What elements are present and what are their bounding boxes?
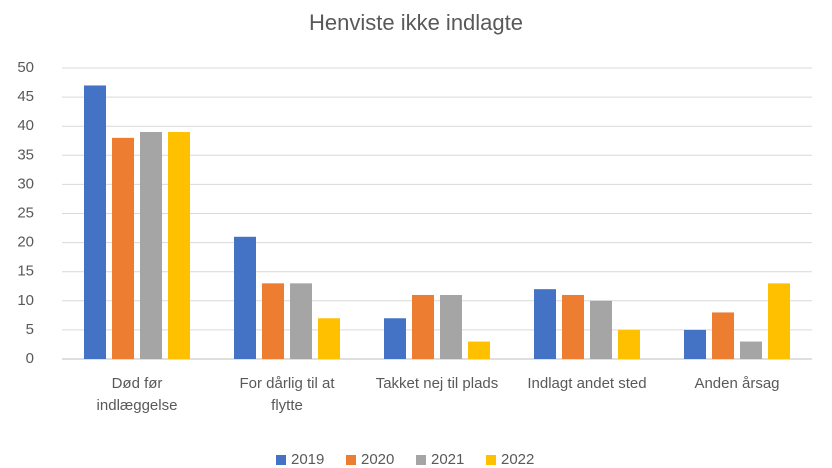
bar [712,312,734,359]
x-tick-label: For dårlig til at flytte [239,375,335,414]
bar [140,132,162,359]
y-tick-label: 30 [17,175,34,192]
legend-swatch [276,455,286,465]
y-tick-label: 5 [26,321,34,338]
y-tick-label: 0 [26,350,34,367]
legend-label: 2021 [431,451,464,468]
y-tick-label: 40 [17,117,34,134]
bar [262,283,284,359]
bar [318,318,340,359]
bar [384,318,406,359]
x-tick-label: Død før indlæggelse [96,375,178,414]
bar [684,329,706,359]
bar [618,329,640,359]
bar [468,341,490,359]
legend-label: 2019 [291,451,324,468]
y-tick-label: 20 [17,234,34,251]
x-tick-label: Indlagt andet sted [527,375,647,392]
bar [112,137,134,359]
bar [740,341,762,359]
bar [534,289,556,359]
y-tick-label: 50 [17,59,34,76]
bar [440,294,462,359]
chart-title: Henviste ikke indlagte [309,10,523,35]
bar [290,283,312,359]
legend-swatch [346,455,356,465]
bar [562,294,584,359]
bar [768,283,790,359]
x-tick-label: Takket nej til plads [375,375,499,392]
bar [234,236,256,359]
y-tick-label: 35 [17,146,34,163]
x-tick-label: Anden årsag [694,375,780,392]
legend-label: 2022 [501,451,534,468]
legend-swatch [416,455,426,465]
y-tick-label: 45 [17,88,34,105]
bar [412,294,434,359]
y-tick-label: 15 [17,263,34,280]
legend-label: 2020 [361,451,394,468]
y-tick-label: 25 [17,204,34,221]
bar [84,85,106,360]
bar [168,132,190,359]
y-tick-label: 10 [17,292,34,309]
bar [590,300,612,359]
legend-swatch [486,455,496,465]
